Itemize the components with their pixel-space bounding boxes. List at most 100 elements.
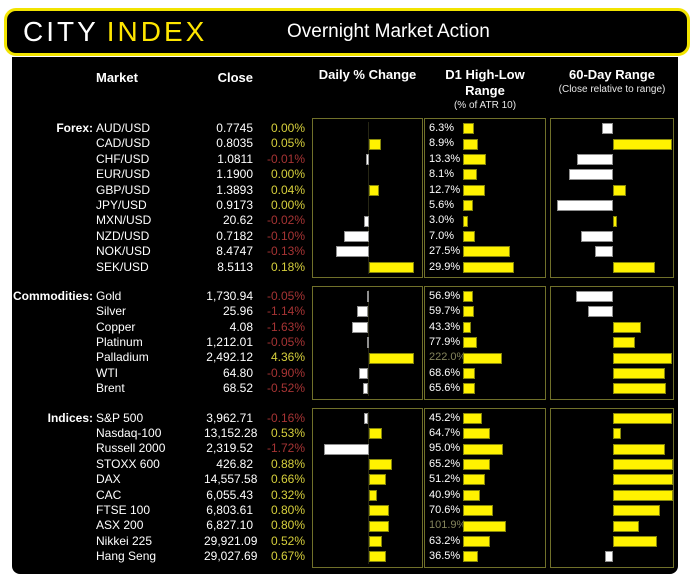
- commodities-daily-change-chart: [312, 285, 423, 400]
- d1-range-bar: [463, 459, 491, 470]
- range60-bar-row: [551, 152, 673, 167]
- market-name: Palladium: [96, 350, 149, 365]
- brand-index: INDEX: [106, 16, 208, 47]
- daily-change-bar: [366, 153, 369, 165]
- d1-bar-row: 5.6%: [425, 198, 545, 213]
- d1-bar-row: 95.0%: [425, 441, 545, 456]
- col-header-daily-label: Daily % Change: [318, 67, 417, 82]
- d1-pct-label: 36.5%: [429, 550, 461, 563]
- table-row: WTI 64.80 -0.90%: [12, 366, 305, 381]
- d1-bar-row: 70.6%: [425, 503, 545, 518]
- d1-range-bar: [463, 428, 491, 440]
- table-row: CHF/USD 1.0811 -0.01%: [12, 152, 305, 167]
- close-value: 1.3893: [216, 182, 253, 197]
- daily-pct-value: -0.90%: [266, 365, 305, 380]
- close-value: 6,827.10: [206, 518, 253, 533]
- range60-bar-row: [551, 411, 673, 426]
- daily-bar-row: [313, 183, 422, 198]
- table-row: GBP/USD 1.3893 0.04%: [12, 183, 305, 198]
- range60-bar: [613, 184, 627, 196]
- d1-range-bar: [463, 505, 493, 517]
- column-header-row: Market Close: [12, 70, 305, 85]
- d1-range-bar: [463, 352, 503, 364]
- d1-pct-label: 63.2%: [429, 534, 461, 547]
- table-row: ASX 200 6,827.10 0.80%: [12, 518, 305, 533]
- d1-pct-label: 77.9%: [429, 336, 461, 349]
- range60-bar: [613, 459, 673, 470]
- table-row: Palladium 2,492.12 4.36%: [12, 350, 305, 365]
- close-value: 0.9173: [216, 197, 253, 212]
- d1-pct-label: 8.1%: [429, 168, 455, 181]
- daily-zero-axis: [368, 122, 369, 274]
- range60-bar-row: [551, 426, 673, 441]
- range60-bar-row: [551, 488, 673, 503]
- daily-pct-value: 0.04%: [270, 182, 305, 197]
- daily-pct-value: 0.00%: [270, 167, 305, 182]
- daily-change-bar: [368, 138, 381, 150]
- daily-pct-value: -0.05%: [266, 335, 305, 350]
- d1-bar-row: 29.9%: [425, 260, 545, 275]
- table-row: NZD/USD 0.7182 -0.10%: [12, 229, 305, 244]
- close-value: 426.82: [216, 456, 253, 471]
- column-headers: Market Close Daily % Change D1 High-Low …: [12, 67, 678, 112]
- d1-pct-label: 43.3%: [429, 320, 461, 333]
- table-row: Commodities: Gold 1,730.94 -0.05%: [12, 289, 305, 304]
- forex-daily-change-chart: [312, 118, 423, 278]
- close-value: 6,055.43: [206, 487, 253, 502]
- market-name: MXN/USD: [96, 213, 152, 228]
- daily-pct-value: 0.66%: [270, 472, 305, 487]
- section-commodities: Commodities: Gold 1,730.94 -0.05% Silver 25.9…: [12, 285, 678, 400]
- d1-range-bar: [463, 184, 485, 196]
- d1-bar-row: 65.6%: [425, 381, 545, 396]
- daily-bar-row: [313, 213, 422, 228]
- table-row: EUR/USD 1.1900 0.00%: [12, 167, 305, 182]
- table-row: NOK/USD 8.4747 -0.13%: [12, 244, 305, 259]
- market-name: Nasdaq-100: [96, 426, 162, 441]
- d1-bar-row: 63.2%: [425, 534, 545, 549]
- daily-pct-value: 0.32%: [270, 487, 305, 502]
- range60-bar-row: [551, 472, 673, 487]
- d1-pct-label: 95.0%: [429, 442, 461, 455]
- daily-bar-row: [313, 441, 422, 456]
- city-index-logo: CITY INDEX: [23, 16, 207, 48]
- daily-change-bar: [367, 291, 369, 303]
- market-name: GBP/USD: [96, 182, 151, 197]
- close-value: 4.08: [229, 319, 253, 334]
- d1-range-bar: [463, 474, 485, 486]
- range60-bar-row: [551, 244, 673, 259]
- daily-pct-value: 0.05%: [270, 136, 305, 151]
- range60-bar: [568, 169, 613, 181]
- range60-bar: [613, 520, 640, 532]
- daily-bar-row: [313, 518, 422, 533]
- daily-change-bar: [368, 551, 387, 563]
- table-row: Nasdaq-100 13,152.28 0.53%: [12, 426, 305, 441]
- market-name: ASX 200: [96, 518, 144, 533]
- daily-bar-row: [313, 457, 422, 472]
- col-header-d1-subtitle: (% of ATR 10): [453, 100, 517, 111]
- d1-pct-label: 40.9%: [429, 488, 461, 501]
- daily-bar-row: [313, 260, 422, 275]
- range60-bar-row: [551, 121, 673, 136]
- close-value: 6,803.61: [206, 502, 253, 517]
- daily-change-bar: [368, 474, 386, 486]
- range60-bar: [577, 153, 613, 165]
- range60-bar-row: [551, 183, 673, 198]
- col-header-60day-range: 60-Day Range (Close relative to range): [550, 67, 674, 96]
- daily-change-bar: [343, 230, 369, 242]
- d1-range-bar: [463, 200, 473, 212]
- d1-bar-row: 51.2%: [425, 472, 545, 487]
- d1-pct-label: 6.3%: [429, 122, 455, 134]
- d1-range-bar: [463, 153, 486, 165]
- d1-bar-row: 45.2%: [425, 411, 545, 426]
- daily-change-bar: [359, 368, 369, 380]
- d1-pct-label: 5.6%: [429, 198, 455, 211]
- market-name: Hang Seng: [96, 549, 157, 564]
- d1-range-bar: [463, 306, 474, 318]
- market-name: NOK/USD: [96, 244, 151, 259]
- range60-bar-row: [551, 457, 673, 472]
- range60-bar: [580, 230, 613, 242]
- d1-range-bar: [463, 169, 477, 181]
- range60-bar: [613, 261, 655, 273]
- daily-bar-row: [313, 366, 422, 381]
- daily-change-bar: [336, 246, 369, 258]
